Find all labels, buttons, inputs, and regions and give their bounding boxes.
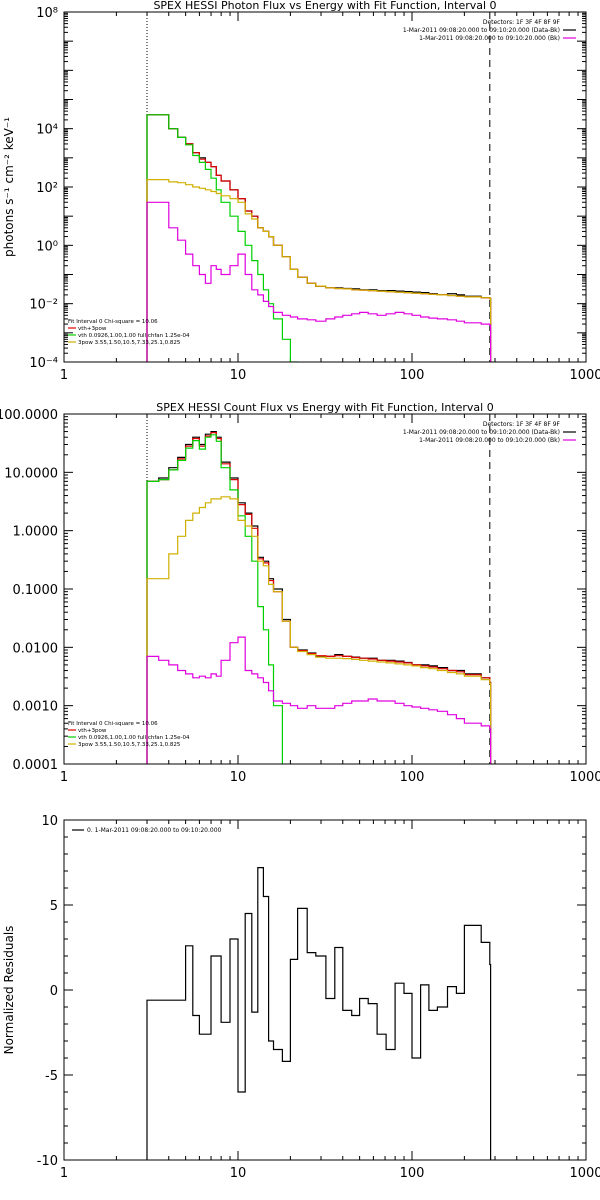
y-tick-label: 1.0000 bbox=[13, 525, 59, 540]
series-line-5 bbox=[146, 201, 492, 362]
legend-entry: 3pow 3.55,1.50,10.5,7.33,25.1,0.825 bbox=[78, 340, 181, 346]
chart-title: SPEX HESSI Count Flux vs Energy with Fit… bbox=[156, 401, 493, 414]
chart-panel-1: SPEX HESSI Photon Flux vs Energy with Fi… bbox=[2, 0, 600, 383]
chart-panel-2: SPEX HESSI Count Flux vs Energy with Fit… bbox=[0, 401, 600, 785]
legend-top: 0. 1-Mar-2011 09:08:20.000 to 09:10:20.0… bbox=[72, 827, 222, 834]
plot-frame bbox=[63, 819, 587, 1161]
x-tick-label: 100 bbox=[400, 1166, 425, 1181]
x-tick-label: 1000 bbox=[569, 770, 600, 785]
y-tick-label: 0.1000 bbox=[13, 583, 59, 598]
y-tick-label: 5 bbox=[50, 899, 58, 914]
series-line-4 bbox=[146, 496, 492, 764]
legend-entry: vth 0.0926,1.00,1.00 full chfan 1.25e-04 bbox=[78, 333, 190, 339]
series-line-3 bbox=[146, 114, 299, 362]
y-tick-label: 10⁸ bbox=[36, 6, 58, 21]
legend-top: Detectors: 1F 3F 4F 8F 9F1-Mar-2011 09:0… bbox=[403, 19, 576, 42]
y-tick-label: 10⁻⁴ bbox=[29, 356, 58, 371]
legend-bottom: Fit Interval 0 Chi-square = 10.06vth+3po… bbox=[68, 721, 190, 748]
x-tick-label: 1000 bbox=[569, 368, 600, 383]
series-line-5 bbox=[146, 636, 492, 764]
chart-title: SPEX HESSI Photon Flux vs Energy with Fi… bbox=[153, 0, 496, 12]
y-tick-label: 100.0000 bbox=[0, 408, 58, 423]
y-tick-label: 0 bbox=[50, 984, 58, 999]
series-line-2 bbox=[146, 432, 492, 764]
legend-entry: Fit Interval 0 Chi-square = 10.06 bbox=[68, 721, 158, 727]
chart-panel-3: Normalized Residuals 1 10 100 1000 -10 -5 0 5 10 0… bbox=[2, 814, 600, 1181]
y-tick-label: 10⁻² bbox=[29, 298, 58, 313]
x-tick-label: 10 bbox=[230, 770, 247, 785]
legend-entry: Detectors: 1F 3F 4F 8F 9F bbox=[483, 19, 561, 26]
legend-entry: 0. 1-Mar-2011 09:08:20.000 to 09:10:20.0… bbox=[87, 827, 222, 834]
y-axis-label: Normalized Residuals bbox=[2, 926, 16, 1055]
y-tick-label: 0.0100 bbox=[13, 641, 59, 656]
series-line-4 bbox=[146, 179, 492, 362]
legend-entry: vth+3pow bbox=[78, 728, 107, 734]
plot-frame bbox=[63, 11, 587, 363]
x-tick-label: 100 bbox=[400, 770, 425, 785]
legend-entry: 1-Mar-2011 09:08:20.000 to 09:10:20.000 … bbox=[419, 437, 560, 444]
legend-entry: 1-Mar-2011 09:08:20.000 to 09:10:20.000 … bbox=[403, 429, 560, 436]
x-tick-label: 1000 bbox=[569, 1166, 600, 1181]
legend-entry: vth+3pow bbox=[78, 326, 107, 332]
y-tick-label: 10⁰ bbox=[36, 239, 58, 254]
legend-entry: 1-Mar-2011 09:08:20.000 to 09:10:20.000 … bbox=[403, 27, 560, 34]
y-tick-label: 10² bbox=[36, 181, 58, 196]
x-tick-label: 10 bbox=[230, 1166, 247, 1181]
plot-frame bbox=[63, 413, 587, 765]
y-tick-label: 10⁴ bbox=[36, 123, 58, 138]
x-tick-label: 1 bbox=[60, 1166, 68, 1181]
x-tick-label: 100 bbox=[400, 368, 425, 383]
series-line-1 bbox=[146, 114, 492, 362]
y-tick-label: -10 bbox=[37, 1154, 58, 1169]
series-line-2 bbox=[146, 114, 492, 362]
y-tick-label: 10 bbox=[41, 814, 58, 829]
legend-top: Detectors: 1F 3F 4F 8F 9F1-Mar-2011 09:0… bbox=[403, 421, 576, 444]
y-axis-label: photons s⁻¹ cm⁻² keV⁻¹ bbox=[2, 117, 16, 257]
legend-entry: 1-Mar-2011 09:08:20.000 to 09:10:20.000 … bbox=[419, 35, 560, 42]
legend-entry: Fit Interval 0 Chi-square = 10.06 bbox=[68, 319, 158, 325]
series-line-1 bbox=[146, 431, 492, 764]
legend-entry: Detectors: 1F 3F 4F 8F 9F bbox=[483, 421, 561, 428]
series-line-1 bbox=[146, 867, 492, 1160]
y-tick-label: 0.0010 bbox=[13, 700, 59, 715]
y-tick-label: 0.0001 bbox=[13, 758, 59, 773]
x-tick-label: 1 bbox=[60, 770, 68, 785]
y-tick-label: -5 bbox=[45, 1069, 58, 1084]
series-line-3 bbox=[146, 434, 283, 764]
x-tick-label: 10 bbox=[230, 368, 247, 383]
y-tick-label: 10.0000 bbox=[4, 466, 58, 481]
legend-bottom: Fit Interval 0 Chi-square = 10.06vth+3po… bbox=[68, 319, 190, 346]
legend-entry: 3pow 3.55,1.50,10.5,7.33,25.1,0.825 bbox=[78, 742, 181, 748]
legend-entry: vth 0.0926,1.00,1.00 full chfan 1.25e-04 bbox=[78, 735, 190, 741]
x-tick-label: 1 bbox=[60, 368, 68, 383]
